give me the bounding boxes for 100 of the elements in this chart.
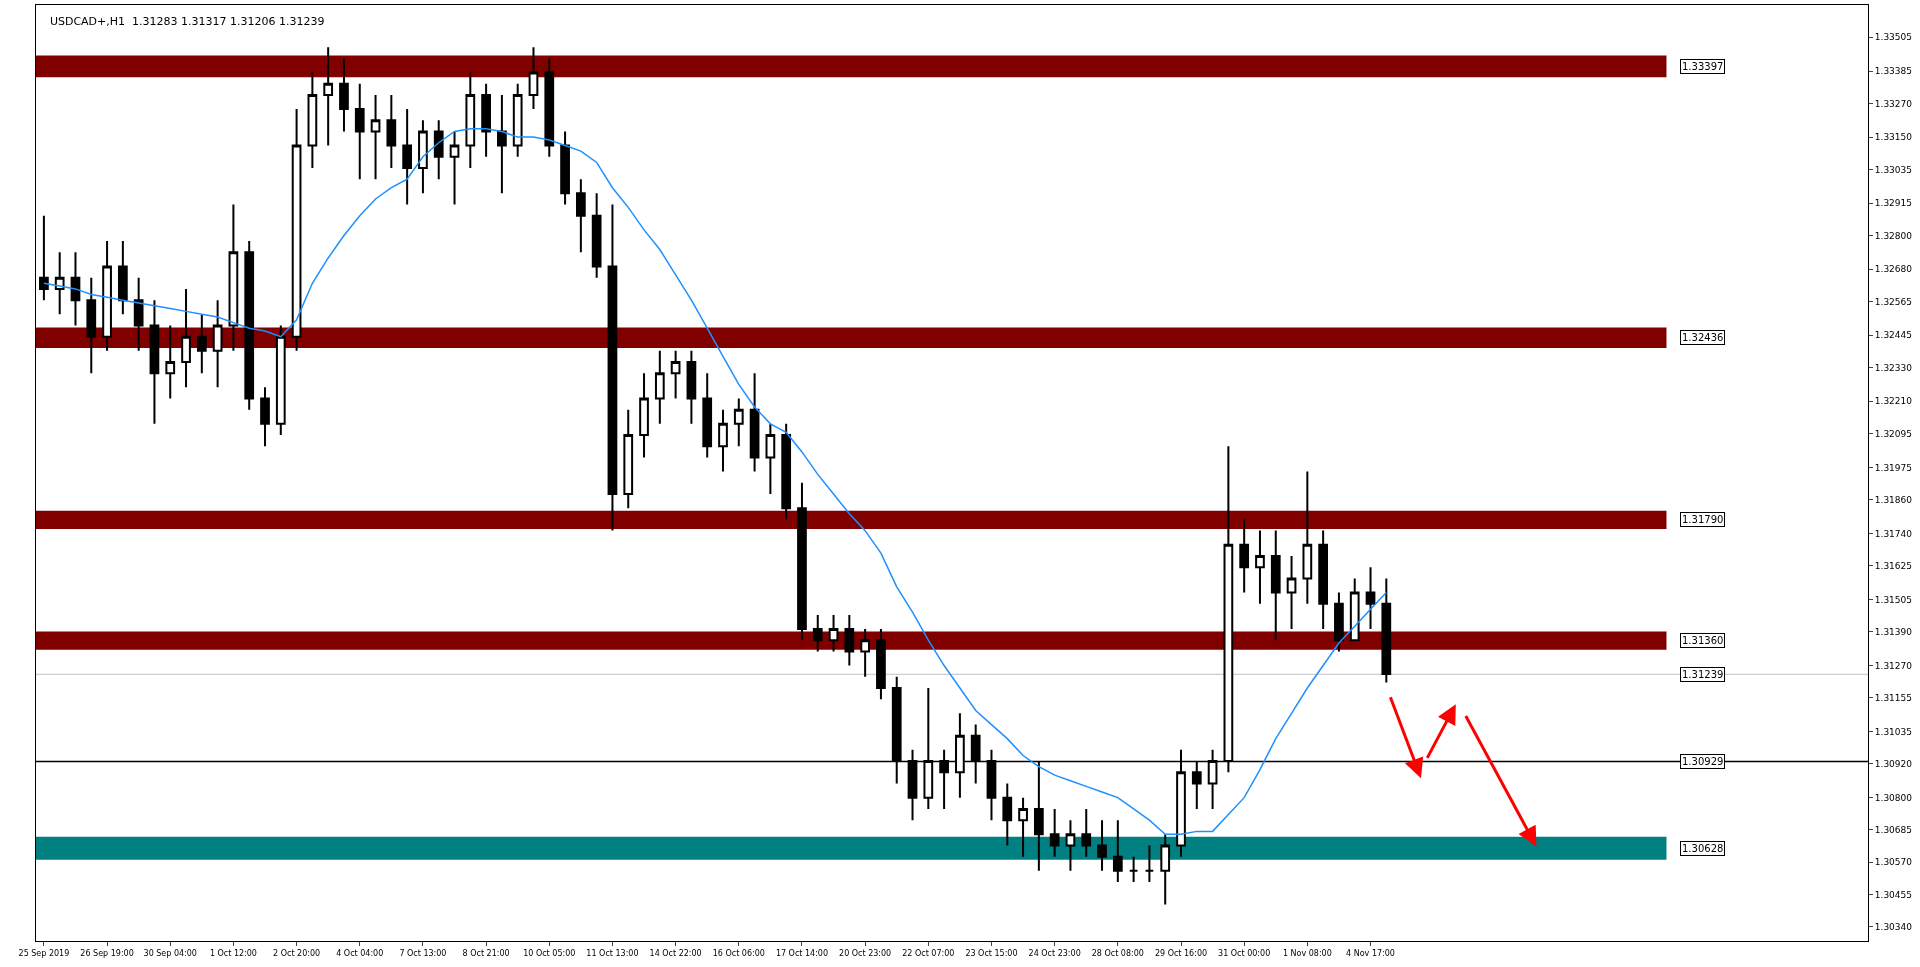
- candlestick: [70, 251, 81, 327]
- candlestick: [133, 276, 144, 352]
- candlestick: [117, 240, 128, 316]
- candlestick: [765, 422, 776, 496]
- y-tick-label: 1.31270: [1874, 660, 1913, 671]
- candlestick: [102, 240, 112, 352]
- x-tick-label: 2 Oct 20:00: [273, 948, 321, 958]
- candlestick: [1049, 807, 1060, 858]
- candlestick: [1065, 819, 1076, 872]
- candlestick: [181, 287, 191, 389]
- candlestick: [670, 349, 681, 400]
- y-tick-label: 1.31740: [1874, 528, 1913, 539]
- y-tick-label: 1.31860: [1874, 494, 1913, 505]
- candlestick: [1128, 855, 1139, 883]
- y-tick-label: 1.31975: [1874, 462, 1913, 473]
- y-tick-label: 1.31505: [1874, 594, 1913, 605]
- x-tick-label: 10 Oct 05:00: [523, 948, 576, 958]
- candlestick: [370, 93, 381, 181]
- x-tick-label: 26 Sep 19:00: [80, 948, 134, 958]
- candlestick: [54, 251, 65, 316]
- y-tick-label: 1.33150: [1874, 132, 1913, 143]
- y-tick-label: 1.33035: [1874, 164, 1913, 175]
- x-tick-label: 20 Oct 23:00: [839, 948, 892, 958]
- candlestick: [1318, 529, 1329, 630]
- candlestick: [560, 130, 570, 206]
- band-label: 1.32436: [1682, 332, 1724, 343]
- candlestick: [1381, 577, 1392, 684]
- candlestick: [781, 422, 792, 521]
- x-tick-label: 1 Oct 12:00: [209, 948, 257, 958]
- x-tick-label: 22 Oct 07:00: [902, 948, 955, 958]
- candlestick: [828, 613, 839, 653]
- y-tick-label: 1.32445: [1874, 330, 1913, 341]
- x-tick-label: 25 Sep 2019: [18, 948, 70, 958]
- candlestick: [876, 628, 886, 701]
- x-tick-label: 16 Oct 06:00: [712, 948, 765, 958]
- candlestick: [433, 119, 444, 181]
- candlestick: [718, 408, 728, 473]
- candlestick: [86, 276, 97, 375]
- y-tick-label: 1.32915: [1874, 198, 1913, 209]
- candlestick: [402, 108, 413, 206]
- text: USDCAD+,H1 1.31283 1.31317 1.31206 1.31239: [49, 15, 325, 29]
- y-tick-label: 1.31035: [1874, 726, 1913, 737]
- y-tick-label: 1.32095: [1874, 428, 1913, 439]
- candlestick: [449, 130, 460, 206]
- candlestick: [1270, 529, 1281, 642]
- candlestick: [1334, 591, 1344, 653]
- candlestick: [165, 324, 176, 400]
- candlestick: [275, 324, 286, 437]
- candlestick: [497, 93, 507, 195]
- x-tick-label: 31 Oct 00:00: [1218, 948, 1271, 958]
- y-tick-label: 1.32680: [1874, 264, 1913, 275]
- candlestick: [797, 481, 807, 642]
- y-tick-label: 1.32210: [1874, 396, 1913, 407]
- y-tick-label: 1.32565: [1874, 296, 1913, 307]
- x-tick-label: 29 Oct 16:00: [1154, 948, 1208, 958]
- candlestick: [607, 203, 618, 532]
- y-tick-label: 1.30800: [1874, 792, 1913, 803]
- candlestick: [1081, 807, 1092, 858]
- candlestick: [212, 299, 223, 389]
- candlestick: [544, 57, 555, 158]
- candlestick: [1302, 470, 1313, 605]
- candlestick: [39, 214, 49, 302]
- y-tick-label: 1.32800: [1874, 230, 1913, 241]
- candlestick: [686, 349, 697, 425]
- y-tick-label: 1.31155: [1874, 693, 1913, 704]
- band-label: 1.31790: [1682, 514, 1724, 525]
- x-tick-label: 28 Oct 08:00: [1091, 948, 1144, 958]
- candlestick: [1349, 577, 1360, 642]
- x-tick-label: 24 Oct 23:00: [1028, 948, 1081, 958]
- y-tick-label: 1.30685: [1874, 825, 1913, 836]
- candlestick: [1112, 819, 1123, 883]
- y-tick-label: 1.33270: [1874, 98, 1913, 109]
- band-label: 1.31360: [1682, 635, 1724, 646]
- candlestick: [418, 119, 428, 195]
- candlestick: [244, 240, 255, 411]
- candlestick: [339, 57, 349, 133]
- candlestick: [481, 82, 491, 158]
- x-tick-label: 30 Sep 04:00: [143, 948, 197, 958]
- candlestick: [860, 628, 871, 678]
- candlestick: [260, 386, 270, 448]
- x-tick-label: 1 Nov 08:00: [1282, 948, 1332, 958]
- candlestick: [1160, 833, 1171, 906]
- candlestick: [386, 93, 397, 170]
- y-tick-label: 1.30340: [1874, 922, 1913, 933]
- candlestick: [591, 192, 602, 279]
- y-tick-label: 1.32330: [1874, 362, 1913, 373]
- y-tick-label: 1.31390: [1874, 626, 1913, 637]
- candlestick: [1097, 819, 1107, 872]
- y-tick-label: 1.33385: [1874, 66, 1913, 77]
- candlestick: [528, 46, 539, 110]
- ref-line-label: 1.31239: [1682, 669, 1724, 680]
- candlestick: [733, 397, 744, 448]
- x-tick-label: 4 Oct 04:00: [336, 948, 384, 958]
- x-tick-label: 14 Oct 22:00: [649, 948, 702, 958]
- x-tick-label: 4 Nov 17:00: [1346, 948, 1395, 958]
- candlestick: [1002, 782, 1013, 847]
- ref-line-label: 1.30929: [1682, 756, 1724, 767]
- candlestick: [228, 203, 239, 352]
- candlestick: [149, 299, 160, 425]
- y-tick-label: 1.30920: [1874, 759, 1913, 770]
